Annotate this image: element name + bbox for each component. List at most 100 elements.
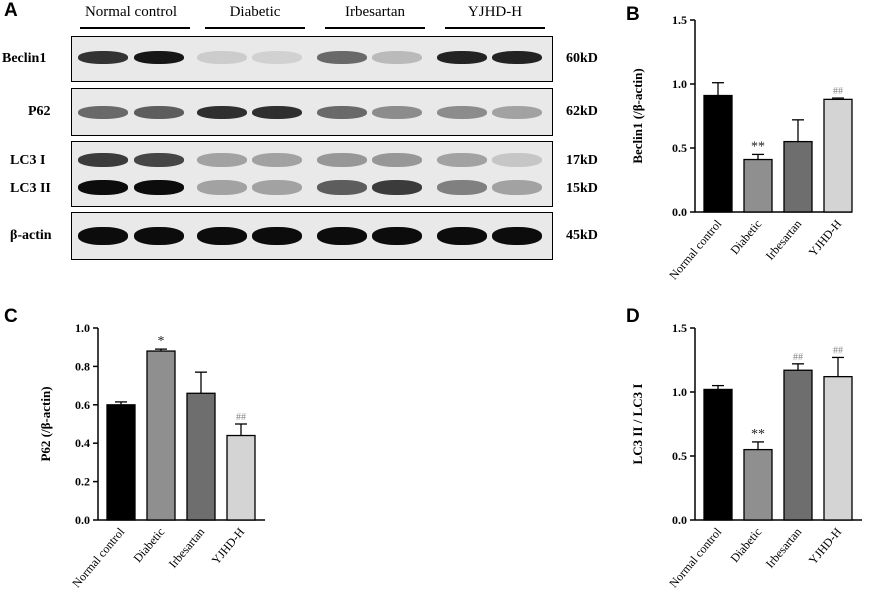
- y-tick-label: 1.0: [672, 77, 687, 91]
- y-tick-label: 0.5: [672, 141, 687, 155]
- y-axis-label: LC3 II / LC3 I: [630, 384, 645, 465]
- blot-band: [197, 180, 247, 195]
- blot-band: [78, 51, 128, 64]
- significance-mark: **: [751, 139, 765, 154]
- blot-band: [437, 51, 487, 64]
- y-tick-label: 0.0: [672, 513, 687, 527]
- chart-beclin1: B 0.0 0.5 1.0 1.5 Beclin1 (/β-actin) Normal co…: [626, 4, 853, 282]
- blot-band: [78, 227, 128, 245]
- bar: [106, 404, 136, 521]
- blot-band: [252, 153, 302, 167]
- panel-letter-b: B: [626, 4, 640, 25]
- blot-band: [492, 227, 542, 245]
- category-label: Diabetic: [727, 525, 764, 565]
- blot-band: [134, 106, 184, 119]
- category-label: Irbesartan: [763, 525, 805, 571]
- blot-band: [437, 153, 487, 167]
- bar: [783, 369, 813, 521]
- blot-p62: [71, 88, 553, 136]
- y-tick-label: 0.0: [672, 205, 687, 219]
- blot-band: [252, 106, 302, 119]
- blot-band: [437, 180, 487, 195]
- panel-letter-a: A: [4, 0, 18, 21]
- blot-band: [134, 180, 184, 195]
- category-label: Normal control: [69, 524, 127, 590]
- significance-mark: *: [158, 334, 165, 349]
- bar: [823, 98, 853, 213]
- blot-band: [492, 51, 542, 64]
- blot-band: [197, 51, 247, 64]
- significance-mark: ##: [833, 345, 843, 356]
- blot-band: [252, 227, 302, 245]
- blot-band: [252, 51, 302, 64]
- significance-mark: ##: [236, 412, 246, 423]
- y-tick-label: 0.2: [75, 475, 90, 489]
- category-label: Irbesartan: [763, 217, 805, 263]
- group-label-irbesartan: Irbesartan: [345, 4, 405, 20]
- y-axis-label: P62 (/β-actin): [38, 386, 53, 461]
- category-label: YJHD-H: [806, 217, 845, 259]
- group-label-yjhd-h: YJHD-H: [467, 4, 523, 20]
- blot-label-p62: P62: [28, 104, 51, 119]
- y-tick-label: 0.8: [75, 359, 90, 373]
- bar: [743, 158, 773, 213]
- group-underline: [205, 27, 305, 29]
- blot-band: [78, 180, 128, 195]
- category-label: Diabetic: [727, 217, 764, 257]
- y-tick-label: 0.0: [75, 513, 90, 527]
- bar: [783, 140, 813, 213]
- blot-band: [252, 180, 302, 195]
- blot-band: [197, 227, 247, 245]
- blot-band: [317, 106, 367, 119]
- blot-band: [437, 227, 487, 245]
- y-tick-label: 0.6: [75, 398, 90, 412]
- blot-band: [372, 180, 422, 195]
- blot-label-lc3-ii: LC3 II: [10, 181, 51, 196]
- kd-label-beta-actin: 45kD: [566, 228, 598, 243]
- blot-band: [317, 227, 367, 245]
- category-label: YJHD-H: [209, 525, 248, 567]
- group-underline: [325, 27, 425, 29]
- panel-letter-d: D: [626, 306, 640, 327]
- blot-label-lc3-i: LC3 I: [10, 153, 46, 168]
- blot-band: [492, 153, 542, 167]
- y-tick-label: 1.5: [672, 13, 687, 27]
- kd-label-beclin1: 60kD: [566, 51, 598, 66]
- panel-letter-c: C: [4, 306, 18, 327]
- kd-label-lc3-ii: 15kD: [566, 181, 598, 196]
- y-tick-label: 0.5: [672, 449, 687, 463]
- blot-beta-actin: [71, 212, 553, 260]
- blot-band: [78, 106, 128, 119]
- significance-mark: ##: [833, 86, 843, 97]
- y-tick-label: 1.0: [75, 321, 90, 335]
- blot-band: [492, 106, 542, 119]
- blot-band: [78, 153, 128, 167]
- category-label: YJHD-H: [806, 525, 845, 567]
- bar: [146, 350, 176, 521]
- bar: [743, 448, 773, 521]
- significance-mark: ##: [793, 352, 803, 363]
- blot-band: [437, 106, 487, 119]
- y-axis-label: Beclin1 (/β-actin): [630, 68, 645, 163]
- group-label-normal-control: Normal control: [84, 4, 178, 20]
- kd-label-p62: 62kD: [566, 104, 598, 119]
- kd-label-lc3-i: 17kD: [566, 153, 598, 168]
- blot-band: [372, 106, 422, 119]
- group-label-diabetic: Diabetic: [229, 4, 281, 20]
- blot-band: [492, 180, 542, 195]
- bar: [823, 375, 853, 521]
- blot-band: [372, 153, 422, 167]
- blot-band: [134, 153, 184, 167]
- category-label: Normal control: [666, 216, 724, 282]
- y-tick-label: 1.0: [672, 385, 687, 399]
- blot-band: [134, 51, 184, 64]
- blot-band: [317, 180, 367, 195]
- blot-band: [317, 153, 367, 167]
- y-tick-label: 1.5: [672, 321, 687, 335]
- blot-band: [197, 153, 247, 167]
- category-label: Normal control: [666, 524, 724, 590]
- significance-mark: **: [751, 427, 765, 442]
- chart-p62: C 0.0 0.2 0.4 0.6 0.8 1.0 P62 (/β-actin) Normal …: [4, 306, 265, 590]
- bar: [703, 94, 733, 213]
- category-label: Diabetic: [130, 525, 167, 565]
